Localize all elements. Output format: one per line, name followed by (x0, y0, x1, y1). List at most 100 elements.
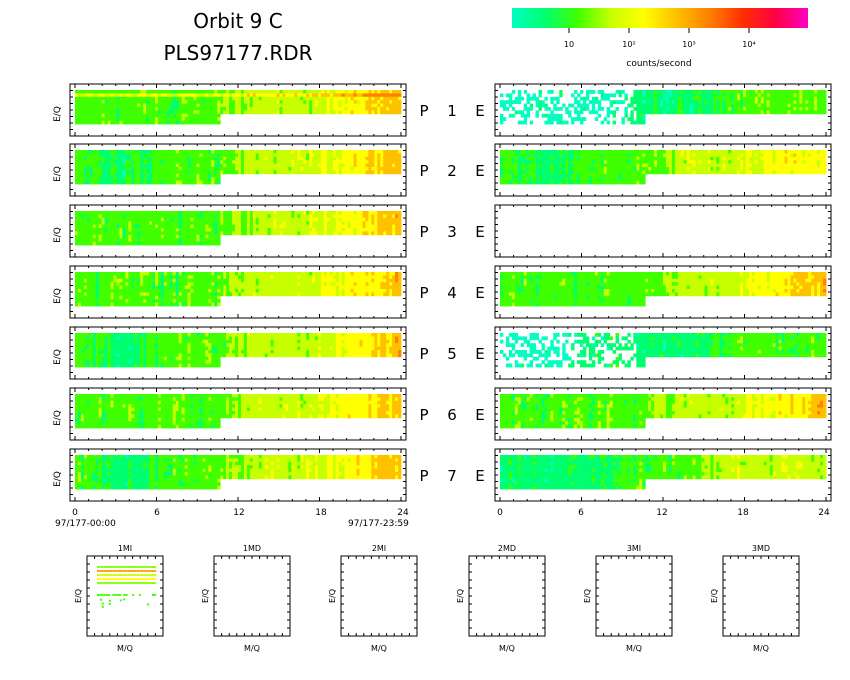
p-heat-cell (240, 170, 245, 175)
e-heat-cell (523, 120, 528, 125)
p-heat-cell (371, 214, 375, 219)
p-heat-cell (184, 177, 189, 181)
e-heat-cell (574, 96, 578, 101)
p-heat-cell (119, 275, 123, 280)
e-heat-cell (618, 173, 622, 178)
e-heat-cell (757, 100, 762, 104)
p-heat-cell (131, 153, 135, 158)
p-heat-cell (291, 153, 295, 158)
p-heat-cell (95, 299, 100, 303)
p-heat-cell (392, 90, 396, 94)
p-heat-cell (137, 153, 141, 158)
p-heat-cell (246, 231, 251, 236)
p-heat-cell (110, 241, 114, 246)
e-heat-cell (505, 107, 510, 111)
p-heat-cell (217, 177, 221, 181)
p-heat-cell (86, 150, 91, 154)
p-heat-cell (196, 217, 200, 222)
p-heat-cell (386, 153, 390, 158)
p-heat-cell (261, 110, 266, 115)
p-heat-cell (383, 228, 387, 232)
p-heat-cell (181, 238, 186, 242)
p-heat-cell (356, 170, 360, 175)
p-heat-cell (169, 231, 174, 236)
p-heat-cell (77, 285, 82, 290)
e-heat-cell (805, 150, 809, 154)
p-heat-cell (166, 167, 171, 171)
p-heat-cell (249, 96, 254, 101)
e-heat-cell (517, 170, 522, 175)
e-heat-cell (754, 150, 759, 154)
e-heat-cell (541, 156, 545, 161)
p-heat-cell (389, 100, 393, 104)
p-heat-cell (282, 96, 286, 101)
e-heat-cell (772, 156, 777, 161)
e-heat-cell (743, 153, 747, 158)
e-heat-cell (817, 160, 821, 164)
e-heat-cell (763, 103, 768, 108)
e-heat-cell (571, 160, 575, 164)
p-heat-cell (190, 113, 194, 118)
p-heat-cell (119, 160, 123, 164)
p-heat-cell (243, 228, 248, 232)
p-heat-cell (249, 170, 254, 175)
e-heat-cell (814, 93, 818, 98)
e-heat-cell (502, 107, 507, 111)
p-heat-cell (92, 241, 97, 246)
p-heat-cell (362, 228, 366, 232)
p-heat-cell (371, 100, 375, 104)
p-heat-cell (125, 90, 129, 94)
e-heat-cell (550, 153, 554, 158)
p-heat-cell (303, 153, 307, 158)
p-heat-cell (279, 107, 283, 111)
e-heat-cell (823, 96, 827, 101)
e-heat-cell (514, 150, 519, 154)
p-heat-cell (356, 110, 360, 115)
p-heat-cell (83, 292, 88, 297)
p-heat-cell (353, 160, 357, 164)
e-heat-cell (719, 110, 723, 115)
p-heat-cell (362, 217, 366, 222)
p-heat-cell (110, 272, 114, 276)
e-heat-cell (609, 180, 614, 185)
p-heat-cell (386, 107, 390, 111)
p-heat-cell (226, 90, 230, 94)
p-heat-cell (205, 238, 209, 242)
e-heat-cell (805, 163, 809, 168)
p-heat-cell (77, 167, 82, 171)
e-heat-cell (805, 93, 809, 98)
e-heat-cell (814, 160, 818, 164)
p-heat-cell (131, 282, 135, 286)
p-heat-cell (107, 292, 111, 297)
e-heat-cell (802, 107, 806, 111)
e-heat-cell (582, 170, 587, 175)
p-heat-cell (193, 160, 197, 164)
p-heat-cell (315, 100, 319, 104)
e-heat-cell (805, 90, 809, 94)
p-heat-cell (264, 170, 269, 175)
p-heat-cell (353, 214, 357, 219)
e-heat-cell (811, 167, 815, 171)
e-heat-cell (580, 170, 584, 175)
p-heat-cell (166, 238, 171, 242)
e-heat-cell (793, 170, 797, 175)
p-heat-cell (122, 107, 126, 111)
p-heat-cell (255, 103, 260, 108)
e-heat-cell (668, 103, 673, 108)
p-heat-cell (101, 110, 106, 115)
p-heat-cell (368, 103, 372, 108)
p-heat-cell (110, 221, 114, 225)
p-heat-cell (95, 103, 100, 108)
e-heat-cell (541, 163, 545, 168)
e-heat-cell (565, 110, 569, 115)
e-heat-cell (639, 177, 643, 181)
p-heat-cell (152, 93, 156, 98)
e-heat-cell (707, 156, 711, 161)
p-heat-cell (386, 156, 390, 161)
e-heat-cell (648, 96, 652, 101)
p-heat-cell (202, 170, 206, 175)
p-heat-cell (273, 90, 277, 94)
p-heat-cell (107, 177, 111, 181)
p-heat-cell (294, 160, 298, 164)
p-heat-cell (243, 93, 248, 98)
